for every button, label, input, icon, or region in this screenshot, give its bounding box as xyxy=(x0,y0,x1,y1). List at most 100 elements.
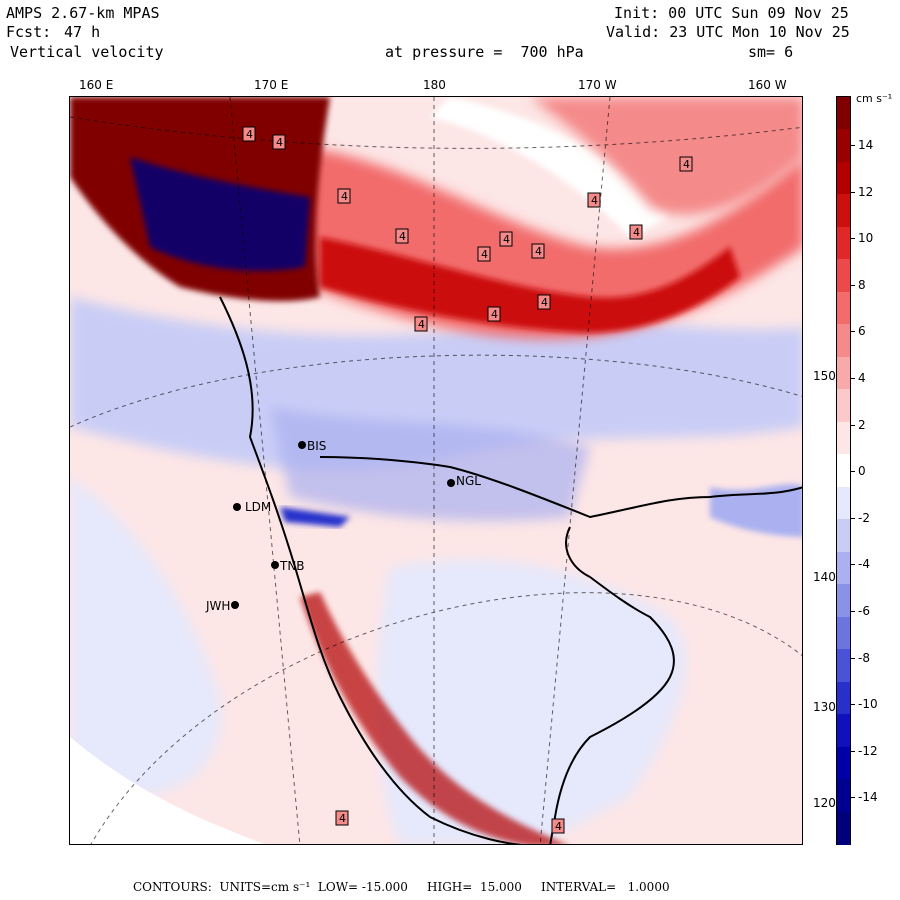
positive-field xyxy=(530,97,802,215)
colorbar-segment xyxy=(837,486,850,521)
colorbar-tick-label: -8 xyxy=(858,650,870,665)
colorbar-segment xyxy=(837,356,850,391)
colorbar-tick xyxy=(851,564,855,566)
station-label: BIS xyxy=(307,439,327,453)
contour-label: 4 xyxy=(503,233,510,246)
map-panel[interactable]: 4 4 4 4 4 4 4 4 4 4 4 4 4 4 4 xyxy=(69,96,803,845)
station-label: LDM xyxy=(245,500,272,514)
colorbar-segment xyxy=(837,779,850,813)
colorbar-tick xyxy=(851,424,855,426)
init-time: Init: 00 UTC Sun 09 Nov 25 xyxy=(614,4,849,22)
colorbar-segment xyxy=(837,454,850,488)
station-dot xyxy=(231,601,239,609)
station-label: NGL xyxy=(456,474,481,488)
colorbar-tick-label: -14 xyxy=(858,790,878,805)
colorbar xyxy=(836,96,851,845)
colorbar-tick xyxy=(851,471,855,473)
lon-label: 160 W xyxy=(748,78,787,92)
vertical-velocity-map: 4 4 4 4 4 4 4 4 4 4 4 4 4 4 4 xyxy=(70,97,802,844)
lon-label: 170 E xyxy=(254,78,289,92)
colorbar-segment xyxy=(837,746,850,781)
coastline xyxy=(219,296,802,844)
valid-time: Valid: 23 UTC Mon 10 Nov 25 xyxy=(606,23,850,41)
contour-label: 4 xyxy=(418,318,425,331)
colorbar-segment xyxy=(837,811,850,845)
colorbar-tick-label: 10 xyxy=(858,231,874,246)
station-dot xyxy=(271,561,279,569)
contour-label: 4 xyxy=(541,296,548,309)
colorbar-tick-label: 6 xyxy=(858,324,866,339)
station-dot xyxy=(447,479,455,487)
contour-label: 4 xyxy=(491,308,498,321)
colorbar-segment xyxy=(837,681,850,716)
colorbar-segment xyxy=(837,324,850,358)
colorbar-tick xyxy=(851,611,855,612)
colorbar-segment xyxy=(837,551,850,586)
colorbar-tick xyxy=(851,191,855,193)
colorbar-tick xyxy=(851,331,855,333)
contour-label: 4 xyxy=(555,820,562,833)
colorbar-tick-label: 14 xyxy=(858,138,874,152)
contour-label: 4 xyxy=(246,128,253,141)
lon-label: 170 W xyxy=(578,78,617,92)
colorbar-tick xyxy=(851,145,855,146)
lon-label: 160 E xyxy=(79,78,114,92)
contour-label: 4 xyxy=(633,226,640,239)
contour-label: 4 xyxy=(591,194,598,207)
colorbar-segment xyxy=(837,259,850,293)
station-label: TNB xyxy=(280,559,305,573)
colorbar-tick xyxy=(851,750,855,752)
colorbar-tick-label: 0 xyxy=(858,464,866,479)
colorbar-segment xyxy=(837,616,850,651)
lon-label: 180 xyxy=(423,78,446,92)
colorbar-segment xyxy=(837,649,850,683)
mountain-downdrafts xyxy=(130,157,310,271)
colorbar-segment xyxy=(837,421,850,456)
contour-label: 4 xyxy=(339,812,346,825)
downdraft-cell xyxy=(280,507,350,527)
contour-label: 4 xyxy=(399,230,406,243)
forecast-label: Fcst: xyxy=(6,23,52,41)
station-label: JWH xyxy=(206,599,231,613)
colorbar-tick-label: -2 xyxy=(858,510,870,525)
colorbar-segment xyxy=(837,194,850,228)
forecast-value: 47 h xyxy=(64,23,101,41)
contour-label: 4 xyxy=(276,136,283,149)
colorbar-segment xyxy=(837,226,850,261)
colorbar-segment xyxy=(837,584,850,618)
positive-core xyxy=(320,237,740,333)
contour-labels: 4 4 4 4 4 4 4 4 4 4 4 4 4 4 4 xyxy=(242,126,693,834)
colorbar-tick-label: 8 xyxy=(858,277,866,292)
white-swirl xyxy=(430,97,670,237)
colorbar-segment xyxy=(837,291,850,326)
colorbar-tick-label: -6 xyxy=(858,604,870,618)
colorbar-segment xyxy=(837,389,850,423)
downdraft-cell xyxy=(710,484,802,537)
pressure-level: at pressure = 700 hPa xyxy=(385,43,584,61)
mountain-updrafts xyxy=(300,592,566,844)
colorbar-segment xyxy=(837,519,850,553)
colorbar-tick-label: 12 xyxy=(858,184,874,199)
contour-label: 4 xyxy=(683,158,690,171)
colorbar-tick xyxy=(851,517,855,519)
field-name: Vertical velocity xyxy=(10,43,164,61)
colorbar-tick-label: 4 xyxy=(858,371,866,385)
colorbar-segment xyxy=(837,161,850,196)
colorbar-segment xyxy=(837,129,850,163)
contour-label: 4 xyxy=(535,245,542,258)
colorbar-tick-label: -10 xyxy=(858,697,878,712)
contour-label: 4 xyxy=(341,190,348,203)
colorbar-segment xyxy=(837,97,850,131)
colorbar-tick xyxy=(851,797,855,799)
colorbar-tick xyxy=(851,284,855,286)
plateau-field xyxy=(376,559,687,844)
west-field xyxy=(70,477,222,797)
smoothing: sm= 6 xyxy=(748,43,794,61)
colorbar-tick xyxy=(851,378,855,379)
colorbar-tick-label: -4 xyxy=(858,557,870,572)
colorbar-tick-label: -12 xyxy=(858,743,878,758)
contour-info: CONTOURS: UNITS=cm s⁻¹ LOW= -15.000 HIGH… xyxy=(133,880,670,894)
no-data xyxy=(70,737,265,844)
station-dot xyxy=(233,503,241,511)
colorbar-tick xyxy=(851,704,855,706)
